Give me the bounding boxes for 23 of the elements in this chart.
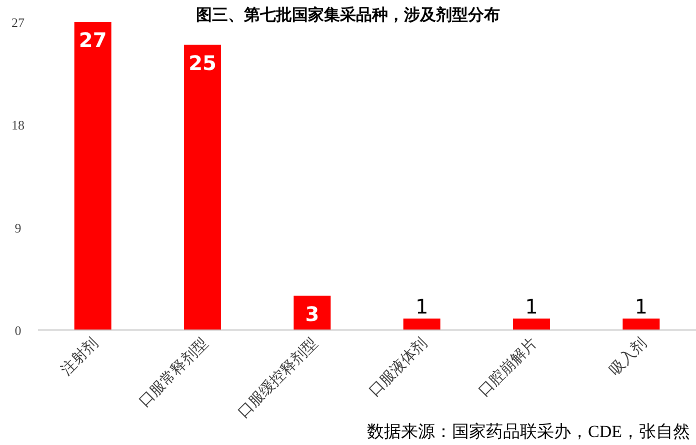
x-tick-label: 口服缓控释剂型 — [234, 334, 321, 422]
data-label: 1 — [415, 294, 428, 319]
x-tick-label: 口服液体剂 — [366, 334, 431, 400]
data-label: 27 — [78, 28, 107, 52]
x-tick-label: 注射剂 — [58, 334, 102, 379]
y-tick-label: 0 — [14, 323, 22, 338]
y-tick-label: 18 — [12, 118, 24, 133]
bar — [513, 318, 550, 330]
bar — [184, 44, 221, 330]
bar — [403, 318, 440, 330]
bar — [74, 22, 112, 330]
data-label: 25 — [188, 50, 216, 75]
x-tick-label: 口服常释剂型 — [136, 334, 212, 410]
data-label: 1 — [525, 294, 538, 319]
bar — [622, 318, 660, 330]
x-tick-label: 口腔崩解片 — [475, 334, 540, 400]
source-note: 数据来源：国家药品联采办，CDE，张自然 — [367, 422, 690, 441]
y-tick-label: 27 — [12, 15, 25, 30]
data-label: 1 — [634, 294, 648, 319]
data-label: 3 — [305, 302, 320, 326]
y-tick-label: 9 — [14, 220, 22, 236]
x-tick-label: 吸入剂 — [606, 334, 650, 379]
chart-title: 图三、第七批国家集采品种，涉及剂型分布 — [196, 5, 500, 24]
